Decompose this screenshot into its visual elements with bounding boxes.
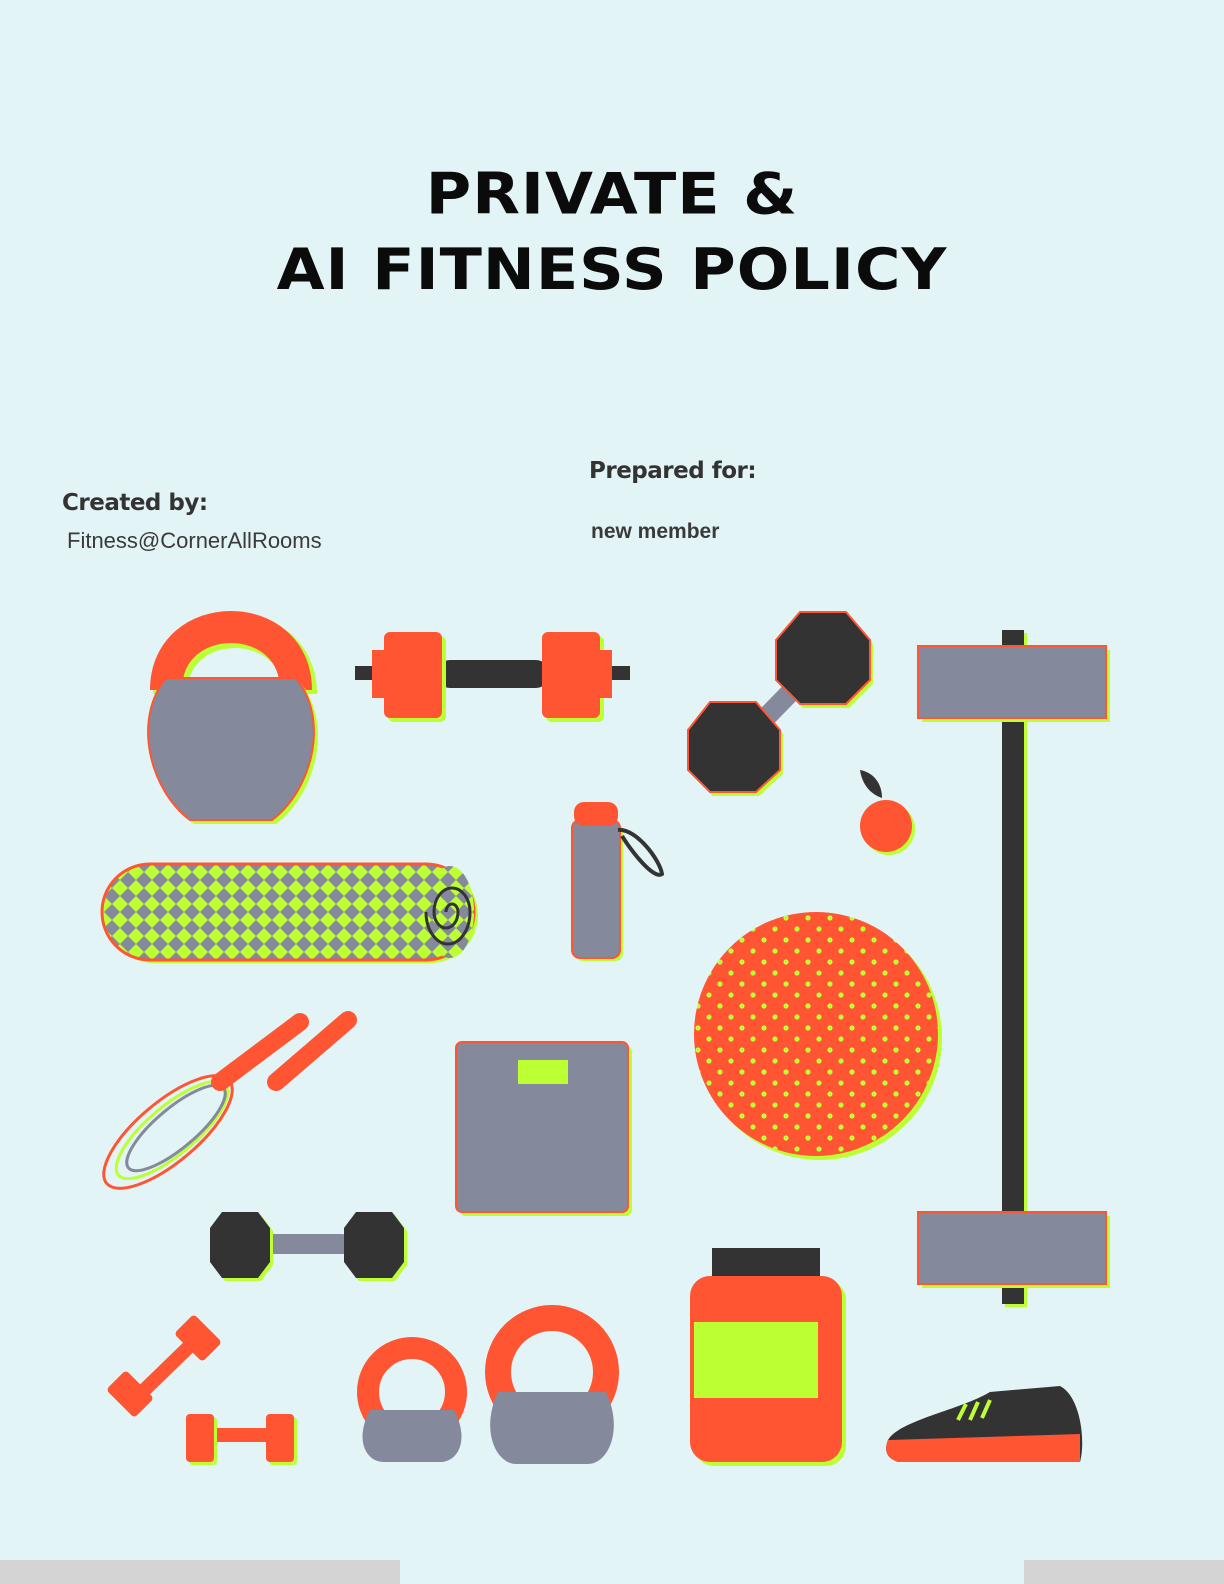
footer-bar-left <box>0 1560 400 1584</box>
title-line-2: AI FITNESS POLICY <box>276 235 948 303</box>
created-by-value: Fitness@CornerAllRooms <box>67 528 322 553</box>
small-hex-dumbbell-icon <box>210 1212 407 1281</box>
supplement-jar-icon <box>690 1248 846 1466</box>
exercise-ball-icon <box>694 912 942 1160</box>
page-title: PRIVATE & AI FITNESS POLICY <box>0 157 1224 308</box>
small-kettlebells-icon <box>357 1305 619 1464</box>
sneaker-icon <box>886 1386 1083 1462</box>
jump-rope-icon <box>102 1011 357 1190</box>
prepared-for-label: Prepared for: <box>589 458 757 484</box>
fitness-equipment-illustration <box>100 611 1110 1466</box>
orange-dumbbells-icon <box>107 1315 297 1465</box>
hex-dumbbell-icon <box>687 611 873 796</box>
kettlebell-icon <box>147 611 318 824</box>
title-line-1: PRIVATE & <box>425 160 799 228</box>
water-bottle-icon <box>571 802 665 961</box>
scale-icon <box>455 1041 632 1216</box>
apple-icon <box>860 770 915 855</box>
prepared-for-value: new member <box>591 520 720 543</box>
created-by-label: Created by: <box>62 490 208 516</box>
footer-bar-right <box>1024 1560 1224 1584</box>
dumbbell-horizontal-icon <box>355 632 630 722</box>
foam-roller-icon <box>100 862 478 963</box>
barbell-icon <box>917 630 1110 1307</box>
